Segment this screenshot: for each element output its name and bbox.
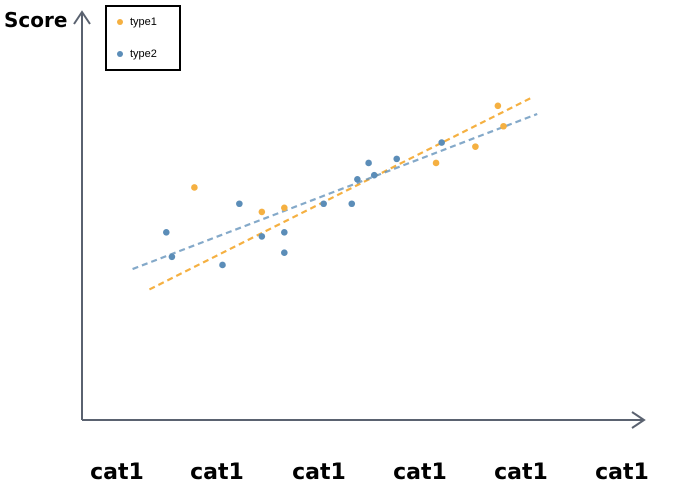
data-point-type2 [236, 200, 243, 208]
data-point-type2 [258, 233, 266, 240]
legend-marker-type1 [117, 19, 123, 25]
data-point-type2 [281, 229, 288, 236]
data-point-type1 [500, 122, 507, 130]
data-point-type1 [281, 204, 288, 212]
y-axis [73, 10, 91, 420]
data-point-type1 [494, 102, 502, 110]
data-point-type1 [472, 143, 479, 150]
data-point-type2 [354, 175, 361, 183]
x-tick-label: cat1 [90, 460, 144, 485]
data-point-type2 [393, 155, 401, 163]
data-point-type2 [219, 261, 226, 269]
legend-label-type1: type1 [130, 16, 157, 28]
legend-marker-type2 [117, 51, 123, 57]
data-point-type2 [281, 249, 288, 257]
data-point-type1 [258, 208, 266, 216]
data-point-type1 [432, 159, 440, 167]
data-point-type2 [163, 229, 170, 236]
data-point-type2 [348, 200, 356, 208]
data-point-type2 [320, 200, 327, 208]
trendline-type1 [148, 96, 533, 291]
x-tick-label: cat1 [595, 460, 649, 485]
data-point-type2 [370, 171, 378, 179]
data-point-type2 [168, 253, 176, 261]
legend-item-type2: type2 [117, 48, 157, 60]
x-tick-label: cat1 [190, 460, 244, 485]
x-axis [82, 411, 646, 429]
data-point-type2 [365, 159, 372, 167]
x-tick-label: cat1 [393, 460, 447, 485]
trendlines [132, 96, 538, 291]
legend-item-type1: type1 [117, 16, 157, 28]
data-point-type2 [438, 139, 445, 146]
x-tick-label: cat1 [292, 460, 346, 485]
y-axis-label: Score [4, 8, 68, 32]
legend: type1 type2 [105, 5, 181, 71]
legend-label-type2: type2 [130, 48, 157, 60]
x-tick-label: cat1 [494, 460, 548, 485]
trendline-type2 [132, 112, 538, 271]
data-points [163, 102, 507, 269]
data-point-type1 [191, 184, 198, 191]
